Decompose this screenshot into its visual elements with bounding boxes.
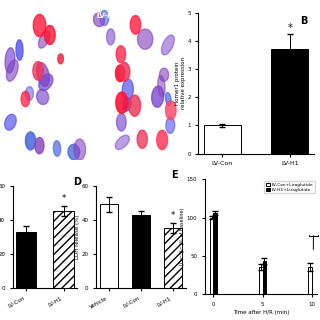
Legend: LV-Con+Liraglutide, LV-H1+Liraglutide: LV-Con+Liraglutide, LV-H1+Liraglutide <box>264 181 315 193</box>
Polygon shape <box>39 74 53 91</box>
Bar <box>132 215 149 288</box>
Polygon shape <box>166 117 175 133</box>
Bar <box>164 228 181 288</box>
Bar <box>308 267 312 294</box>
Polygon shape <box>122 79 133 100</box>
Text: *: * <box>287 22 292 33</box>
Bar <box>262 261 266 294</box>
Polygon shape <box>138 29 153 49</box>
Y-axis label: [Ca²⁺]ₑᴼ (% of baseline): [Ca²⁺]ₑᴼ (% of baseline) <box>180 208 185 265</box>
Polygon shape <box>25 87 33 100</box>
Text: D: D <box>74 177 82 188</box>
Text: E: E <box>171 170 178 180</box>
Y-axis label: Homer1 protein
relative expression: Homer1 protein relative expression <box>175 57 186 109</box>
Bar <box>53 211 74 288</box>
Polygon shape <box>158 76 165 97</box>
Bar <box>259 267 262 294</box>
Polygon shape <box>162 35 174 55</box>
Polygon shape <box>38 31 50 48</box>
Polygon shape <box>36 89 49 105</box>
Polygon shape <box>93 13 105 27</box>
Polygon shape <box>36 62 49 86</box>
Text: LV-H1: LV-H1 <box>96 12 118 19</box>
Polygon shape <box>116 92 128 113</box>
Polygon shape <box>33 61 43 80</box>
Polygon shape <box>35 138 44 154</box>
Polygon shape <box>74 139 85 160</box>
Polygon shape <box>165 101 176 120</box>
Polygon shape <box>107 29 115 45</box>
Polygon shape <box>159 68 169 82</box>
Polygon shape <box>68 144 80 160</box>
Polygon shape <box>119 62 130 81</box>
Polygon shape <box>165 92 171 106</box>
Polygon shape <box>5 48 15 73</box>
X-axis label: Time after H/R (min): Time after H/R (min) <box>233 310 289 315</box>
Polygon shape <box>53 141 61 156</box>
Polygon shape <box>129 95 140 116</box>
Bar <box>271 49 308 154</box>
Text: LV-Con: LV-Con <box>7 12 33 19</box>
Polygon shape <box>152 86 164 107</box>
Text: *: * <box>171 211 175 220</box>
Bar <box>204 125 241 154</box>
Polygon shape <box>21 91 30 107</box>
Text: B: B <box>300 16 307 26</box>
Polygon shape <box>6 60 18 81</box>
Polygon shape <box>5 114 16 130</box>
Polygon shape <box>137 130 147 148</box>
Polygon shape <box>58 54 63 64</box>
Polygon shape <box>123 98 132 111</box>
Polygon shape <box>157 130 168 150</box>
Polygon shape <box>100 11 109 26</box>
Polygon shape <box>115 135 129 149</box>
Polygon shape <box>16 40 23 60</box>
Polygon shape <box>116 65 125 82</box>
Bar <box>16 232 36 288</box>
Polygon shape <box>25 132 36 150</box>
Polygon shape <box>33 14 46 37</box>
Polygon shape <box>116 46 126 63</box>
Text: *: * <box>61 194 66 203</box>
Polygon shape <box>44 25 55 44</box>
Polygon shape <box>130 16 141 34</box>
Polygon shape <box>116 113 126 131</box>
Bar <box>210 218 213 294</box>
Bar <box>213 213 217 294</box>
Y-axis label: LDH release (%): LDH release (%) <box>75 215 80 259</box>
Bar <box>100 204 118 288</box>
